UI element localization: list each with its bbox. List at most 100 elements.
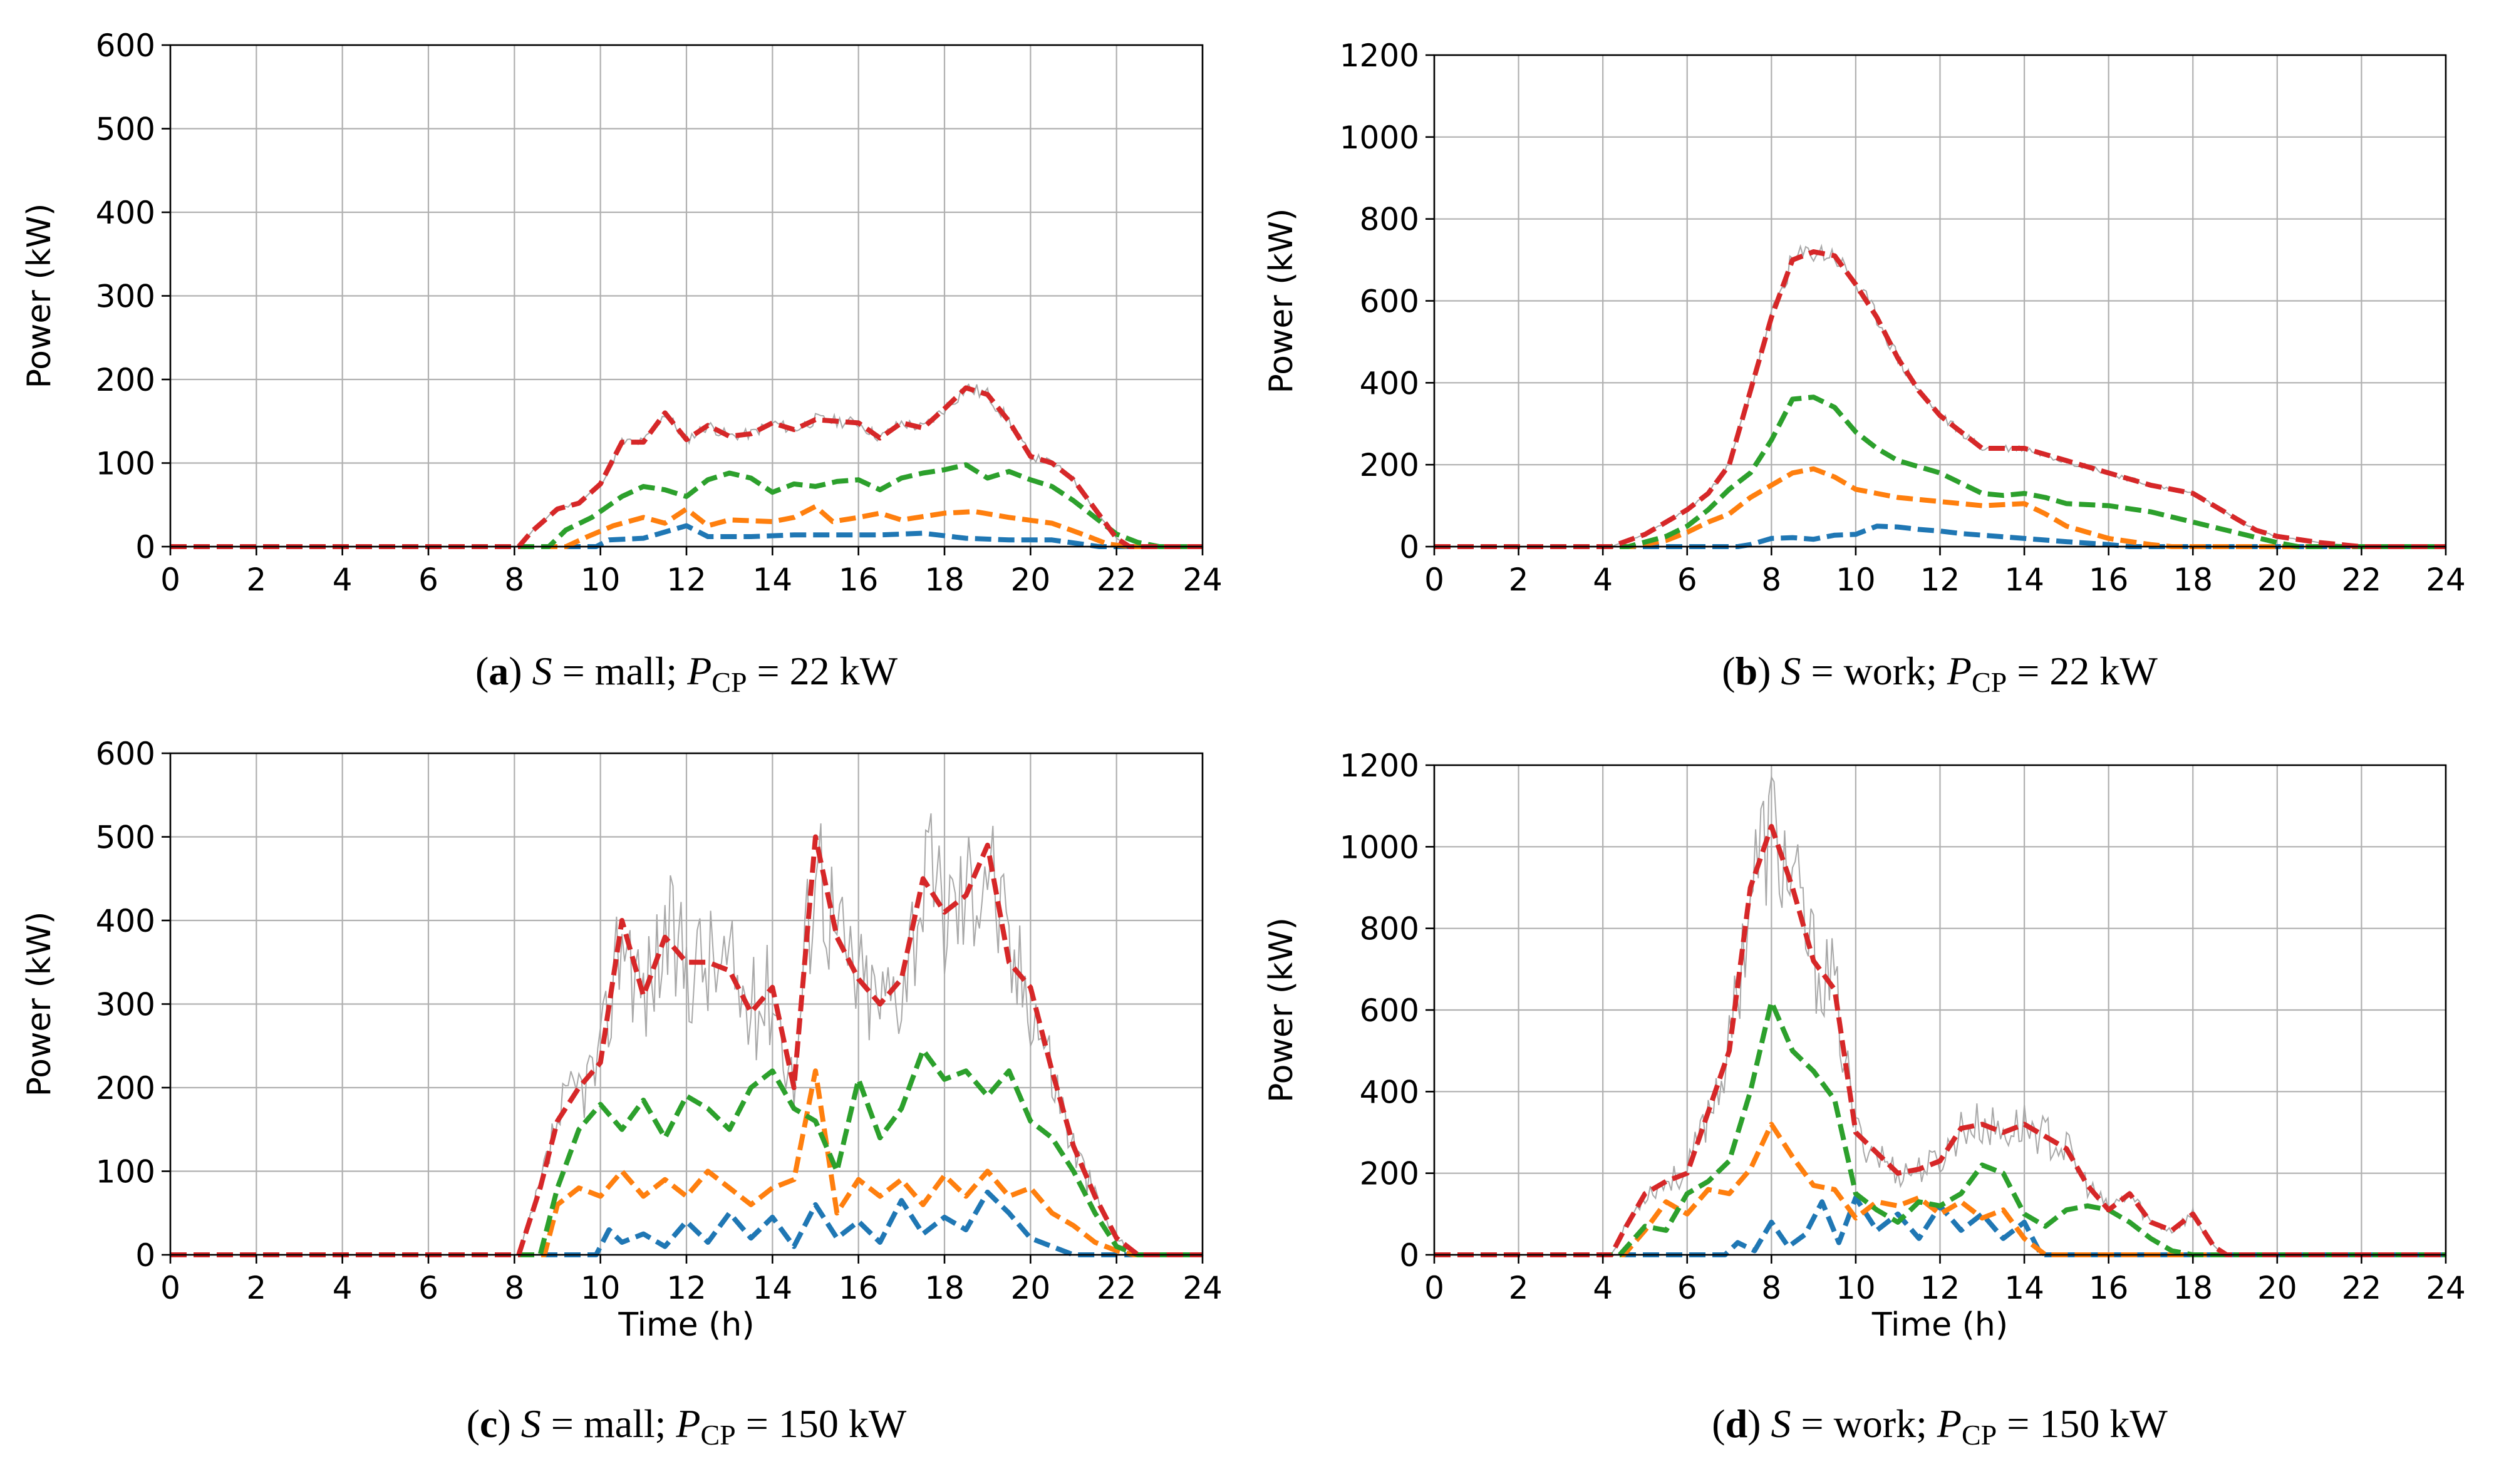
caption-part: = mall; — [552, 649, 688, 693]
y-tick-label: 100 — [96, 446, 155, 482]
x-tick-label: 2 — [246, 1270, 266, 1306]
y-tick-label: 0 — [135, 1237, 155, 1274]
x-tick-label: 4 — [1593, 1270, 1613, 1306]
caption-part: S — [1771, 1401, 1791, 1446]
x-axis-title: Time (h) — [618, 1306, 754, 1344]
x-tick-label: 22 — [2342, 1270, 2382, 1306]
panel-d: 0 2 4 6 8 10 12 14 16 18 20 22 240200400600800100012… — [1263, 748, 2466, 1451]
caption-part: = work; — [1801, 649, 1947, 693]
y-tick-label: 400 — [96, 903, 155, 939]
x-tick-label: 12 — [1920, 1270, 1960, 1306]
y-tick-label: 1000 — [1340, 829, 1419, 865]
y-tick-label: 1200 — [1340, 748, 1419, 784]
x-tick-label: 20 — [1011, 562, 1051, 598]
series-line-blue — [1434, 1195, 2446, 1257]
x-tick-label: 18 — [2173, 1270, 2213, 1306]
x-tick-label: 20 — [2257, 1270, 2297, 1306]
x-tick-label: 22 — [2342, 562, 2382, 598]
y-tick-label: 500 — [96, 111, 155, 148]
x-tick-label: 20 — [2257, 562, 2297, 598]
caption-part: P — [675, 1401, 700, 1446]
series-line-green — [170, 1047, 1203, 1257]
caption-part: ( — [1722, 649, 1735, 693]
caption-part: c — [480, 1401, 497, 1446]
x-tick-label: 8 — [1761, 562, 1781, 598]
caption-part: CP — [711, 666, 747, 698]
y-tick-label: 1000 — [1340, 120, 1419, 156]
caption-part: P — [686, 649, 711, 693]
y-tick-label: 600 — [1360, 284, 1419, 320]
series-line-blue — [1434, 523, 2446, 549]
x-tick-label: 8 — [504, 562, 524, 598]
y-tick-label: 600 — [96, 736, 155, 772]
x-tick-label: 4 — [333, 1270, 353, 1306]
x-tick-label: 4 — [1593, 562, 1613, 598]
panel-c: 0 2 4 6 8 10 12 14 16 18 20 22 240100200300400500600… — [21, 736, 1223, 1451]
x-tick-label: 6 — [418, 562, 438, 598]
series-line-red — [1434, 249, 2446, 549]
series-line-green — [1434, 394, 2446, 549]
x-tick-label: 10 — [581, 562, 621, 598]
x-tick-label: 14 — [753, 562, 793, 598]
caption-part: ) — [1747, 1401, 1771, 1446]
x-tick-label: 0 — [160, 562, 180, 598]
caption-part: b — [1736, 649, 1758, 693]
x-tick-label: 0 — [160, 1270, 180, 1306]
x-tick-label: 2 — [246, 562, 266, 598]
series-line-red — [170, 385, 1203, 549]
x-tick-label: 6 — [1677, 1270, 1697, 1306]
x-tick-label: 4 — [333, 562, 353, 598]
x-tick-label: 24 — [1182, 562, 1223, 598]
caption-part: a — [489, 649, 509, 693]
grid — [1433, 764, 2447, 1256]
y-axis-title: Power (kW) — [1263, 917, 1300, 1103]
series-line-orange — [170, 1068, 1203, 1257]
caption-part: = mall; — [541, 1401, 676, 1446]
x-tick-label: 10 — [1836, 1270, 1876, 1306]
x-tick-label: 8 — [1761, 1270, 1781, 1306]
x-tick-label: 16 — [2089, 562, 2129, 598]
y-tick-label: 0 — [1399, 529, 1419, 565]
caption-part: CP — [700, 1419, 735, 1451]
series-line-blue — [170, 1189, 1203, 1257]
x-tick-label: 20 — [1011, 1270, 1051, 1306]
series-line-orange — [170, 503, 1203, 549]
caption-part: S — [521, 1401, 541, 1446]
y-tick-label: 800 — [1360, 911, 1419, 947]
y-tick-label: 200 — [1360, 1156, 1419, 1192]
x-tick-label: 14 — [2004, 562, 2044, 598]
y-tick-label: 800 — [1360, 202, 1419, 238]
x-tick-label: 0 — [1424, 1270, 1444, 1306]
x-tick-label: 16 — [839, 562, 879, 598]
caption-part: = 150 kW — [736, 1401, 907, 1446]
caption-part: CP — [1972, 666, 2007, 698]
grid — [169, 752, 1204, 1256]
grid — [1433, 54, 2447, 548]
x-tick-label: 22 — [1097, 1270, 1137, 1306]
x-tick-label: 16 — [839, 1270, 879, 1306]
caption-part: ( — [1712, 1401, 1725, 1446]
caption-part: P — [1937, 1401, 1962, 1446]
x-tick-label: 8 — [504, 1270, 524, 1306]
y-tick-label: 200 — [96, 1070, 155, 1106]
y-tick-label: 500 — [96, 820, 155, 856]
series-line-green — [1434, 999, 2446, 1257]
y-tick-label: 400 — [96, 195, 155, 231]
caption-part: S — [532, 649, 552, 693]
x-tick-label: 10 — [581, 1270, 621, 1306]
x-tick-label: 16 — [2089, 1270, 2129, 1306]
x-tick-label: 18 — [924, 562, 965, 598]
x-tick-label: 18 — [924, 1270, 965, 1306]
x-tick-label: 0 — [1424, 562, 1444, 598]
caption-part: P — [1947, 649, 1972, 693]
x-tick-label: 10 — [1836, 562, 1876, 598]
y-axis-title: Power (kW) — [21, 204, 58, 389]
x-tick-label: 18 — [2173, 562, 2213, 598]
caption-part: S — [1781, 649, 1801, 693]
panel-b: 0 2 4 6 8 10 12 14 16 18 20 22 240200400600800100012… — [1263, 38, 2466, 698]
x-tick-label: 2 — [1509, 562, 1529, 598]
y-axis-title: Power (kW) — [1263, 209, 1300, 394]
caption-part: = 150 kW — [1997, 1401, 2168, 1446]
caption-part: CP — [1962, 1419, 1997, 1451]
